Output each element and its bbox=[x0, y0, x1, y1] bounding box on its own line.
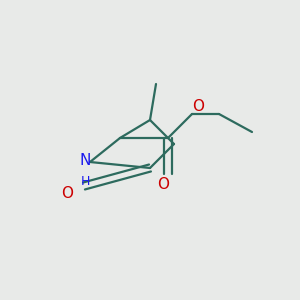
Text: O: O bbox=[61, 186, 74, 201]
Text: H: H bbox=[81, 175, 90, 188]
Text: O: O bbox=[192, 99, 204, 114]
Text: N: N bbox=[80, 153, 91, 168]
Text: O: O bbox=[158, 177, 169, 192]
